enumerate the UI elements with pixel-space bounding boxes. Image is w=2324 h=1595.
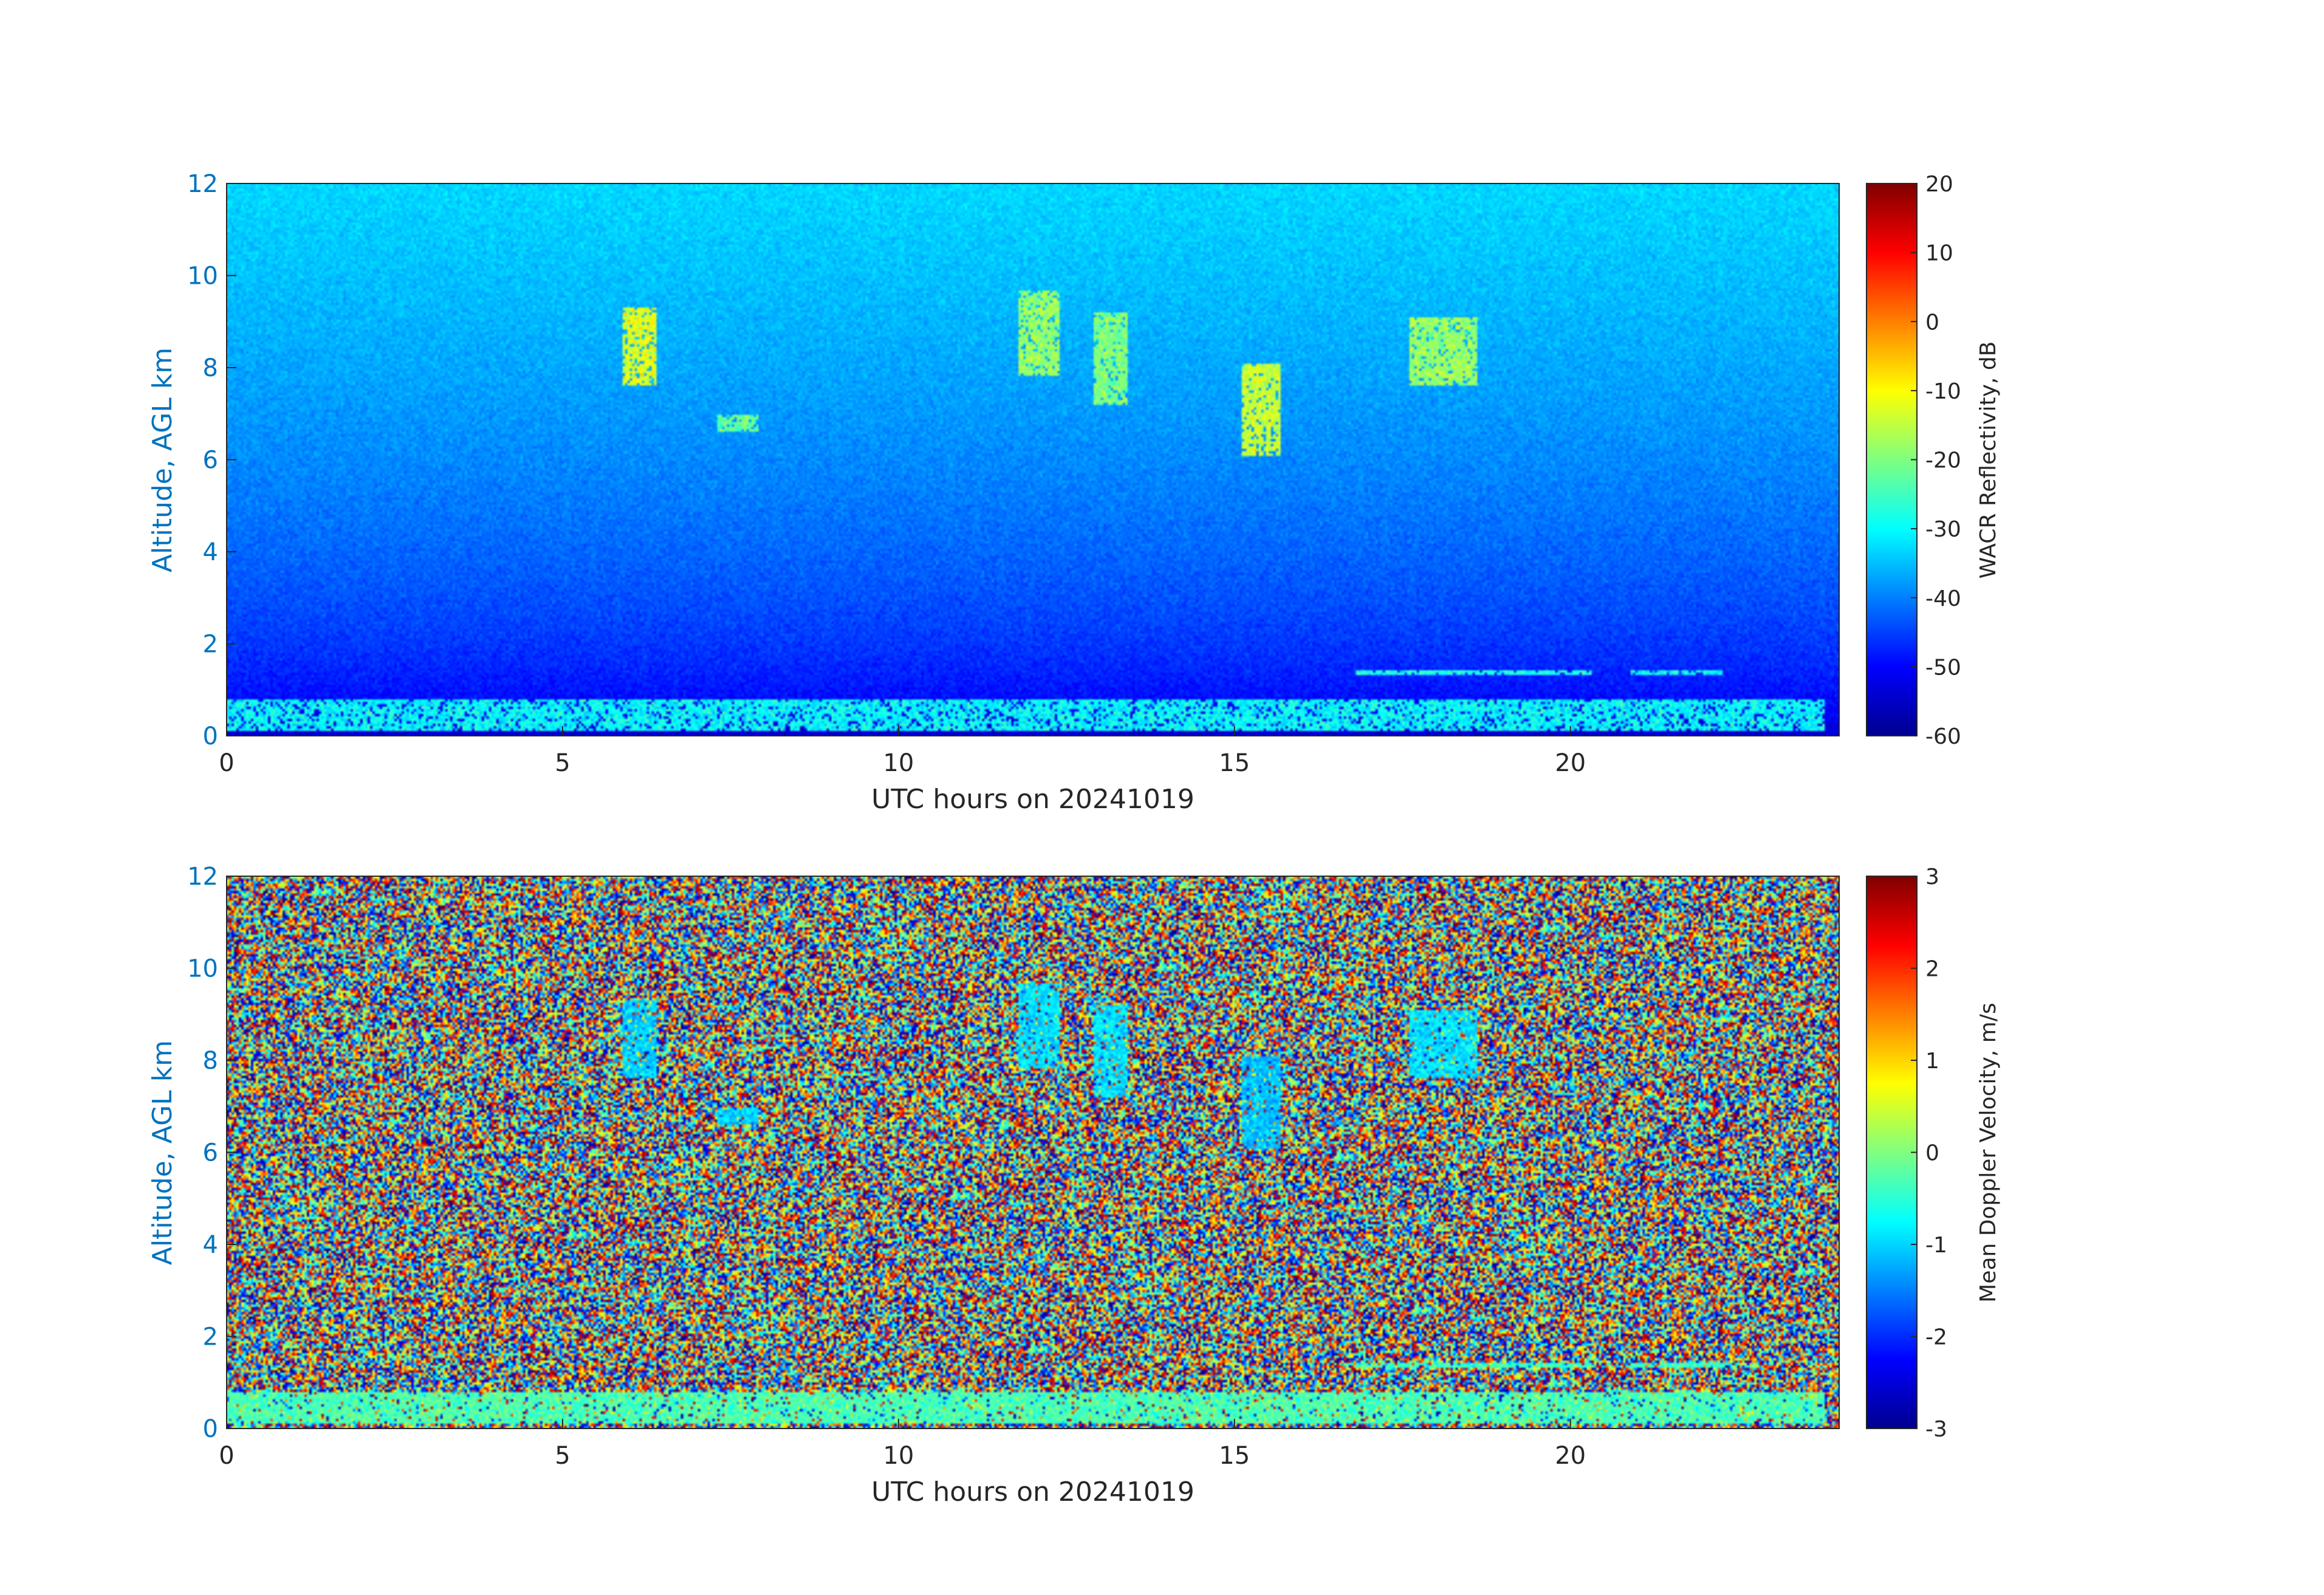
x-tick-label: 10	[883, 1442, 914, 1470]
colorbar-tick-label: -20	[1925, 448, 1961, 473]
y-tick-label: 8	[203, 1047, 218, 1075]
y-tick-label: 2	[203, 631, 218, 659]
doppler-x-axis-label: UTC hours on 20241019	[871, 1477, 1195, 1508]
colorbar-tick-label: 10	[1925, 241, 1953, 266]
doppler-colorbar-bar	[1866, 876, 1918, 1429]
doppler-colorbar-ticks: 3 2 1 0 -1 -2 -3	[1911, 865, 1947, 1442]
reflectivity-plot-area	[226, 183, 1840, 736]
y-tick-label: 10	[187, 955, 218, 983]
y-tick-label: 2	[203, 1323, 218, 1351]
colorbar-tick-label: -3	[1925, 1417, 1947, 1442]
y-tick-label: 12	[187, 170, 218, 198]
colorbar-tick-label: 2	[1925, 957, 1939, 982]
colorbar-tick-label: 20	[1925, 172, 1953, 197]
colorbar-tick-label: -1	[1925, 1233, 1947, 1258]
x-tick-label: 20	[1555, 749, 1586, 777]
colorbar-tick-label: -10	[1925, 379, 1961, 404]
reflectivity-x-axis-label: UTC hours on 20241019	[871, 784, 1195, 815]
doppler-x-ticks: 0 5 10 15 20	[219, 1419, 1586, 1470]
x-tick-label: 5	[555, 1442, 570, 1470]
doppler-y-ticks: 0 2 4 6 8 10 12	[187, 863, 236, 1443]
colorbar-tick-label: -40	[1925, 586, 1961, 611]
x-tick-label: 15	[1219, 749, 1250, 777]
reflectivity-heatmap	[227, 184, 1839, 736]
y-tick-label: 0	[203, 1415, 218, 1443]
y-tick-label: 0	[203, 722, 218, 750]
colorbar-tick-label: -2	[1925, 1325, 1947, 1350]
colorbar-tick-label: -60	[1925, 724, 1961, 749]
x-tick-label: 15	[1219, 1442, 1250, 1470]
x-tick-label: 0	[219, 1442, 234, 1470]
reflectivity-colorbar: 20 10 0 -10 -20 -30 -40 -50 -60 WACR Reflectivit…	[1866, 172, 2001, 749]
x-tick-label: 10	[883, 749, 914, 777]
y-tick-label: 6	[203, 1139, 218, 1167]
reflectivity-panel: 0 5 10 15 20 0 2 4 6 8 10 12 UTC hours on 20241019…	[147, 170, 2001, 815]
reflectivity-y-ticks: 0 2 4 6 8 10 12	[187, 170, 236, 750]
doppler-y-axis-label: Altitude, AGL km	[147, 1040, 178, 1265]
x-tick-label: 0	[219, 749, 234, 777]
reflectivity-colorbar-ticks: 20 10 0 -10 -20 -30 -40 -50 -60	[1911, 172, 1961, 749]
colorbar-tick-label: -50	[1925, 655, 1961, 680]
colorbar-tick-label: 3	[1925, 865, 1939, 890]
doppler-plot-area	[226, 876, 1840, 1429]
y-tick-label: 4	[203, 538, 218, 566]
y-tick-label: 8	[203, 354, 218, 382]
y-tick-label: 12	[187, 863, 218, 891]
reflectivity-colorbar-label: WACR Reflectivity, dB	[1976, 341, 2001, 579]
y-tick-label: 10	[187, 262, 218, 290]
x-tick-label: 5	[555, 749, 570, 777]
y-tick-label: 4	[203, 1231, 218, 1259]
x-tick-label: 20	[1555, 1442, 1586, 1470]
colorbar-tick-label: 1	[1925, 1049, 1939, 1074]
reflectivity-x-ticks: 0 5 10 15 20	[219, 726, 1586, 777]
doppler-colorbar: 3 2 1 0 -1 -2 -3 Mean Doppler Velocity, m/s	[1866, 865, 2001, 1442]
y-tick-label: 6	[203, 447, 218, 475]
reflectivity-colorbar-bar	[1866, 183, 1918, 736]
doppler-colorbar-label: Mean Doppler Velocity, m/s	[1976, 1003, 2001, 1302]
colorbar-tick-label: 0	[1925, 310, 1939, 335]
doppler-heatmap	[227, 876, 1839, 1429]
colorbar-tick-label: 0	[1925, 1141, 1939, 1166]
colorbar-tick-label: -30	[1925, 517, 1961, 542]
reflectivity-y-axis-label: Altitude, AGL km	[147, 348, 178, 572]
